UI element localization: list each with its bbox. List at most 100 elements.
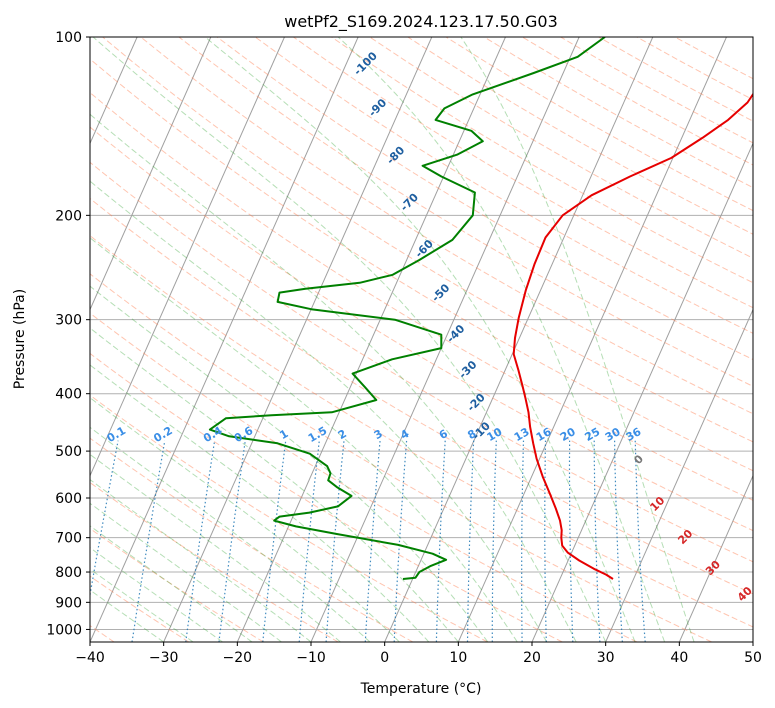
mixing-ratio-line bbox=[614, 440, 623, 642]
moist-adiabat-label: 40 bbox=[735, 584, 755, 604]
dry-adiabat-line bbox=[90, 575, 190, 642]
moist-adiabat-label: 30 bbox=[703, 558, 723, 578]
moist-adiabat-line bbox=[90, 547, 223, 642]
moist-adiabat-line bbox=[90, 113, 577, 642]
dry-adiabat-line bbox=[522, 37, 753, 166]
mixing-ratio-line bbox=[218, 440, 246, 642]
y-tick-label: 800 bbox=[55, 565, 82, 581]
mixing-ratio-line bbox=[298, 440, 320, 642]
dry-adiabat-line bbox=[90, 161, 753, 563]
moist-adiabat-line bbox=[90, 180, 548, 642]
mixing-ratio-line bbox=[393, 440, 408, 642]
mixing-ratio-line bbox=[568, 440, 574, 642]
x-tick-label: 0 bbox=[380, 650, 389, 666]
pressure-gridlines bbox=[90, 37, 753, 630]
mixing-ratio-line bbox=[325, 440, 345, 642]
dry-adiabat-line bbox=[636, 37, 753, 101]
x-tick-label: −10 bbox=[296, 650, 326, 666]
x-axis-ticks: −40 −30 −20 −10 0 10 20 30 40 50 bbox=[75, 642, 762, 666]
temperature-profile-line bbox=[512, 92, 753, 580]
dewpoint-profile-line bbox=[208, 37, 606, 580]
isotherm-line bbox=[90, 37, 212, 311]
moist-adiabat-line bbox=[90, 397, 400, 642]
mixing-ratio-label: 2 bbox=[336, 427, 349, 442]
profile-series bbox=[208, 37, 753, 580]
isotherm-lines bbox=[90, 37, 753, 642]
isotherm-line bbox=[310, 37, 580, 642]
x-tick-label: 30 bbox=[597, 650, 615, 666]
isotherm-line bbox=[236, 37, 506, 642]
x-tick-label: 20 bbox=[523, 650, 541, 666]
y-tick-label: 900 bbox=[55, 595, 82, 611]
mixing-ratio-label: 3 bbox=[372, 427, 385, 442]
mixing-ratio-line bbox=[185, 440, 216, 642]
y-axis-label: Pressure (hPa) bbox=[12, 289, 28, 389]
moist-adiabat-line bbox=[92, 37, 607, 642]
dry-adiabat-line bbox=[90, 273, 712, 642]
dry-adiabat-line bbox=[90, 394, 488, 642]
moist-adiabat-line bbox=[90, 568, 194, 642]
moist-adiabat-line bbox=[90, 364, 430, 642]
isotherm-line bbox=[605, 308, 753, 642]
dry-adiabat-line bbox=[674, 37, 753, 80]
dry-adiabat-label: -90 bbox=[366, 96, 389, 119]
mixing-ratio-line bbox=[364, 440, 381, 642]
y-tick-label: 1000 bbox=[46, 622, 82, 638]
mixing-ratio-lines bbox=[90, 440, 646, 642]
y-axis-ticks: 100 200 300 400 500 600 700 800 900 1000 bbox=[46, 30, 90, 638]
isotherm-line bbox=[90, 37, 359, 642]
moist-adiabat-line bbox=[460, 37, 695, 642]
mixing-ratio-line bbox=[491, 440, 497, 642]
mixing-ratio-line bbox=[131, 440, 166, 642]
dry-adiabat-line bbox=[140, 37, 753, 415]
plot-area: 0.1 0.2 0.4 0.6 1 1.5 2 3 4 6 8 10 13 16 20 25 30 36-100-… bbox=[90, 37, 755, 642]
isotherm-line bbox=[90, 37, 285, 478]
mixing-ratio-line bbox=[435, 440, 446, 642]
x-tick-label: −40 bbox=[75, 650, 105, 666]
moist-adiabat-line bbox=[90, 479, 312, 642]
moist-adiabat-lines bbox=[90, 37, 695, 642]
x-tick-label: 10 bbox=[449, 650, 467, 666]
y-tick-label: 400 bbox=[55, 387, 82, 403]
mixing-ratio-label: 16 bbox=[534, 425, 554, 444]
mixing-ratio-label: 0.1 bbox=[105, 424, 128, 445]
adiabat-annotations: 0.1 0.2 0.4 0.6 1 1.5 2 3 4 6 8 10 13 16 20 25 30 36-100-… bbox=[105, 49, 755, 604]
dry-adiabat-line bbox=[90, 437, 414, 642]
y-tick-label: 300 bbox=[55, 313, 82, 329]
x-axis-label: Temperature (°C) bbox=[360, 681, 482, 697]
mixing-ratio-label: 20 bbox=[558, 425, 578, 444]
mixing-ratio-label: 6 bbox=[437, 427, 450, 442]
dry-adiabat-line bbox=[331, 37, 753, 284]
mixing-ratio-line bbox=[521, 440, 525, 642]
isotherm-line bbox=[531, 142, 753, 642]
x-tick-label: 50 bbox=[744, 650, 762, 666]
dry-adiabat-line bbox=[90, 58, 753, 472]
y-tick-label: 100 bbox=[55, 30, 82, 46]
moist-adiabat-line bbox=[90, 453, 341, 642]
dry-adiabat-line bbox=[178, 37, 753, 387]
dry-adiabat-line bbox=[102, 37, 753, 443]
moist-adiabat-label: 10 bbox=[647, 494, 667, 514]
mixing-ratio-label: 13 bbox=[512, 425, 532, 444]
dry-adiabat-label: -80 bbox=[384, 144, 407, 167]
isotherm-line bbox=[678, 474, 753, 642]
plot-frame bbox=[89, 36, 754, 643]
dry-adiabat-line bbox=[254, 37, 753, 334]
isotherm-line bbox=[384, 37, 654, 642]
moist-adiabat-line bbox=[90, 285, 489, 642]
mixing-ratio-line bbox=[262, 440, 287, 642]
isotherm-line bbox=[163, 37, 433, 642]
mixing-ratio-line bbox=[90, 440, 119, 599]
y-tick-label: 700 bbox=[55, 531, 82, 547]
y-tick-label: 500 bbox=[55, 444, 82, 460]
moist-adiabat-line bbox=[90, 589, 164, 642]
y-tick-label: 600 bbox=[55, 491, 82, 507]
mixing-ratio-line bbox=[466, 440, 475, 642]
dry-adiabat-line bbox=[293, 37, 753, 309]
moist-adiabat-line bbox=[90, 502, 282, 642]
isotherm-line bbox=[752, 640, 753, 642]
dry-adiabat-label: -70 bbox=[398, 190, 421, 213]
x-tick-label: −20 bbox=[223, 650, 253, 666]
mixing-ratio-line bbox=[593, 440, 601, 642]
